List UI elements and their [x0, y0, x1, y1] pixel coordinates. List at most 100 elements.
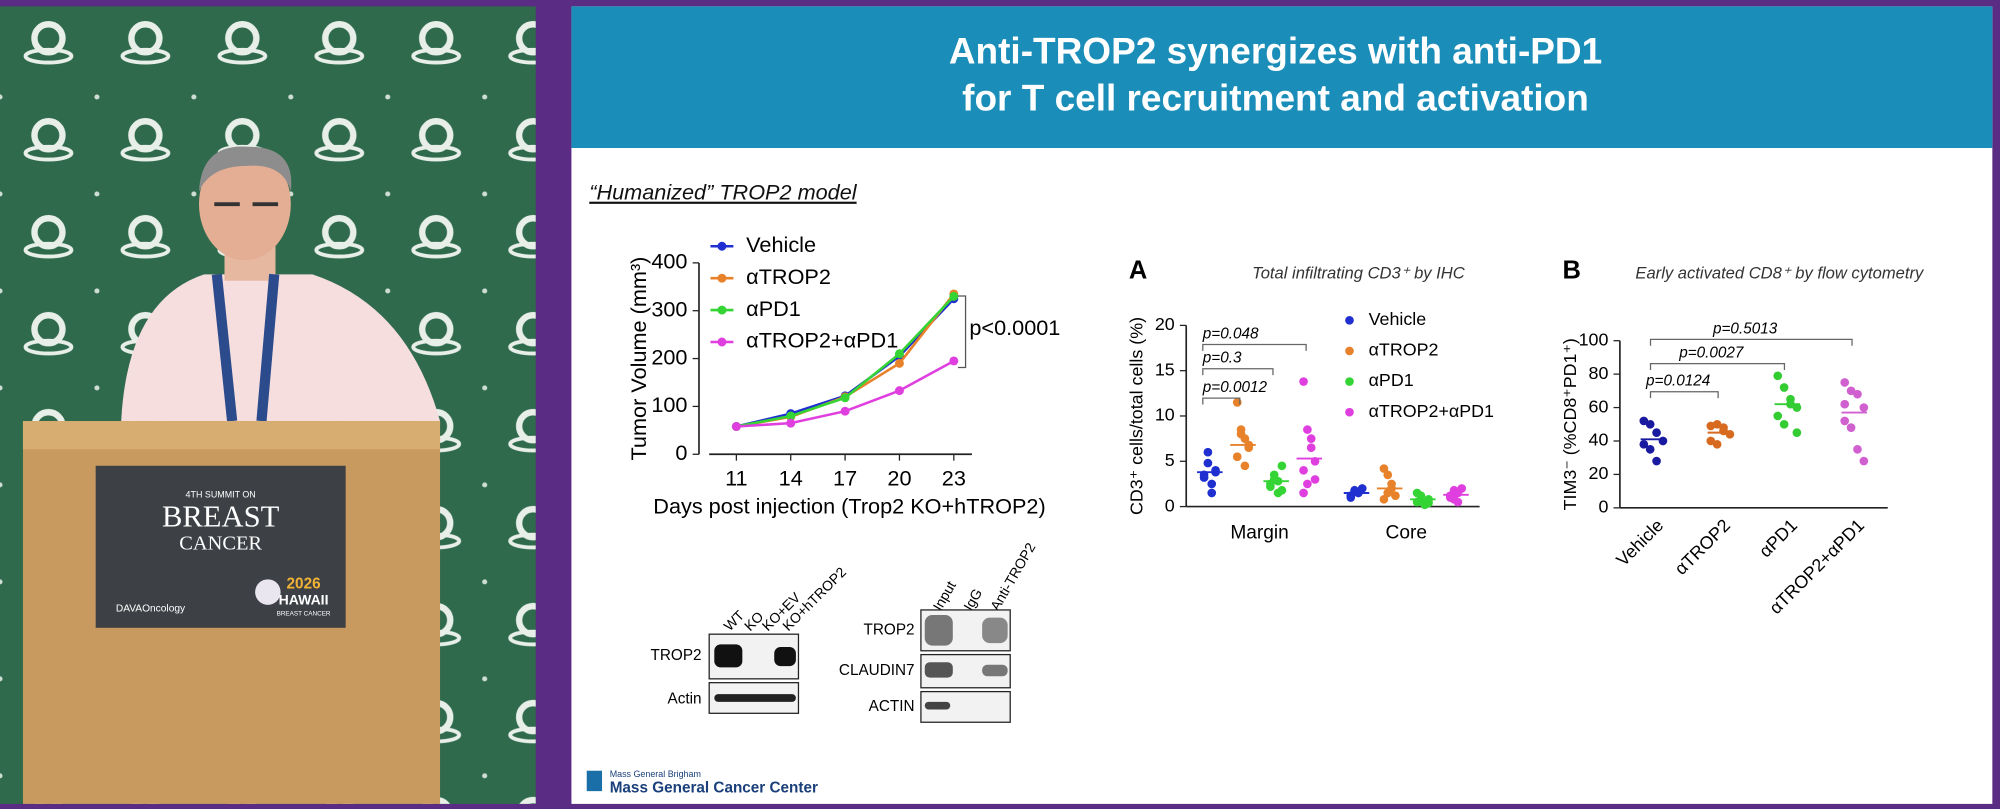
slide-title: Anti-TROP2 synergizes with anti-PD1 [949, 30, 1602, 71]
blot-band [714, 644, 743, 668]
blot-band [982, 664, 1008, 677]
data-point [1846, 423, 1856, 432]
sign-place: HAWAII [279, 592, 329, 608]
data-point [1266, 482, 1275, 491]
annotation: p=0.5013 [1712, 320, 1778, 337]
blot-band [982, 617, 1008, 644]
data-point [1306, 443, 1316, 453]
row-label: TROP2 [651, 647, 702, 664]
row-label: TROP2 [864, 621, 915, 638]
data-point [1236, 425, 1246, 434]
speaker-shirt [121, 274, 441, 422]
x-tick-label: 14 [779, 466, 803, 491]
chart-title: Early activated CD8⁺ by flow cytometry [1635, 264, 1925, 283]
y-tick-label: 100 [651, 392, 687, 417]
data-point [949, 291, 959, 301]
video-panel: 4TH SUMMIT ON BREAST CANCER DAVAOncology… [0, 6, 536, 804]
y-tick-label: 10 [1155, 405, 1175, 425]
legend-label: αTROP2 [1369, 340, 1439, 360]
chart-title: Total infiltrating CD3⁺ by IHC [1252, 264, 1466, 283]
data-point [1303, 479, 1312, 489]
data-point [1792, 403, 1802, 412]
blot-band [924, 615, 953, 646]
data-point [1424, 498, 1433, 508]
y-tick-label: 40 [1589, 430, 1609, 450]
annotation: p=0.3 [1202, 350, 1242, 367]
data-point [1859, 456, 1869, 466]
y-tick-label: 300 [651, 296, 687, 321]
data-point [1207, 488, 1217, 498]
x-tick-label: Core [1386, 522, 1427, 543]
data-point [1706, 436, 1716, 446]
legend-label: αTROP2+αPD1 [1369, 401, 1494, 421]
x-axis-label: Days post injection (Trop2 KO+hTROP2) [653, 494, 1045, 519]
blot-band [714, 694, 796, 702]
legend-label: Vehicle [746, 232, 816, 257]
significance-bracket [1202, 397, 1241, 405]
data-point [1840, 399, 1850, 409]
annotation: p=0.0027 [1678, 345, 1744, 362]
data-point [1383, 488, 1393, 498]
data-point [731, 422, 741, 431]
x-tick-label: Margin [1230, 522, 1288, 543]
data-point [894, 386, 904, 396]
legend-marker [717, 337, 727, 347]
slide-subtitle: “Humanized” TROP2 model [589, 180, 858, 205]
data-point [1645, 445, 1655, 454]
data-point [1840, 378, 1850, 387]
annotation: p=0.0012 [1202, 379, 1268, 396]
sign-text: 4TH SUMMIT ON [186, 489, 256, 499]
data-point [1779, 383, 1789, 392]
sign-sponsor: DAVAOncology [116, 603, 186, 614]
footer-logo [586, 770, 603, 792]
data-point [1449, 494, 1459, 504]
significance-bracket [1649, 363, 1786, 371]
y-tick-label: 0 [675, 440, 687, 465]
data-point [1639, 416, 1649, 426]
y-tick-label: 0 [1598, 497, 1608, 517]
y-axis-label: CD3⁺ cells/total cells (%) [1126, 317, 1146, 515]
sign-text: BREAST [162, 499, 280, 533]
slide-title: for T cell recruitment and activation [962, 78, 1589, 119]
data-point [1792, 428, 1802, 437]
row-label: CLAUDIN7 [839, 662, 915, 679]
data-point [1846, 386, 1856, 396]
speaker-hair [198, 146, 292, 192]
y-tick-label: 20 [1155, 314, 1175, 334]
data-point [1840, 416, 1850, 426]
significance-bracket [1202, 368, 1274, 376]
legend-label: Vehicle [1369, 309, 1427, 329]
data-point [949, 356, 959, 366]
blot-band [924, 662, 953, 678]
data-point [1773, 411, 1783, 421]
legend-marker [717, 305, 727, 315]
panel-label: A [1129, 257, 1147, 285]
podium-sign [95, 465, 346, 628]
footer-org: Mass General Brigham [610, 769, 701, 779]
y-tick-label: 0 [1165, 495, 1175, 515]
footer-center: Mass General Cancer Center [610, 780, 818, 797]
data-point [1310, 475, 1320, 484]
y-tick-label: 400 [651, 249, 687, 274]
data-point [786, 418, 796, 428]
data-point [1303, 425, 1312, 434]
data-point [1391, 491, 1400, 501]
significance-bracket [1649, 338, 1853, 346]
legend-label: αPD1 [1369, 370, 1414, 390]
data-point [894, 349, 904, 359]
panel-label: B [1563, 257, 1581, 285]
legend-label: αTROP2+αPD1 [746, 328, 898, 353]
slide: Anti-TROP2 synergizes with anti-PD1 for … [571, 6, 1993, 804]
data-point [1725, 429, 1735, 439]
legend-label: αPD1 [746, 296, 801, 321]
data-point [1203, 447, 1213, 457]
data-point [894, 358, 904, 368]
legend-marker [1345, 407, 1354, 417]
y-axis-label: TIM3⁻ (%CD8⁺PD1⁺) [1560, 338, 1580, 510]
y-tick-label: 200 [651, 344, 687, 369]
data-point [1779, 419, 1789, 429]
data-point [1232, 452, 1242, 462]
data-point [1240, 434, 1250, 443]
